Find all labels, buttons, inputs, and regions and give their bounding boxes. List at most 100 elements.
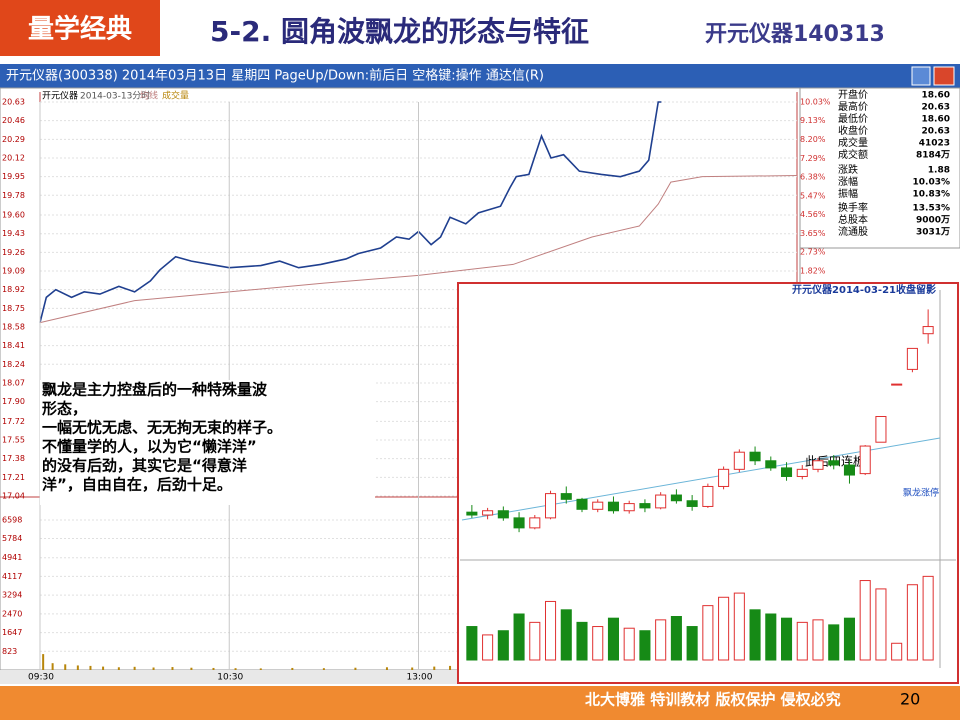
candle-body [482, 510, 494, 516]
volume-bar [354, 667, 357, 670]
y-tick-label: 823 [2, 647, 17, 656]
y2-tick-label: 10.03% [800, 98, 831, 107]
volume-bar [529, 621, 541, 661]
volume-bar [212, 667, 215, 670]
volume-bar [259, 668, 262, 670]
candle-body [859, 445, 871, 475]
candle-body [733, 451, 745, 470]
volume-bar [449, 665, 452, 670]
stat-label: 换手率 [838, 201, 868, 214]
candle-body [765, 460, 777, 469]
price-line [39, 175, 798, 324]
stat-label: 成交量 [838, 136, 868, 149]
candle-body [592, 501, 604, 510]
volume-bar [385, 667, 388, 670]
y-tick-label: 17.38 [2, 454, 25, 463]
volume-bar [812, 619, 824, 661]
volume-bar [51, 663, 54, 670]
stat-label: 涨幅 [838, 175, 858, 188]
stat-label: 最高价 [838, 100, 868, 113]
candle-body [718, 468, 730, 487]
volume-bar [117, 667, 120, 670]
time-bar [0, 670, 460, 684]
footer-text: 北大博雅 特训教材 版权保护 侵权必究 [585, 691, 841, 709]
candle-body [639, 503, 651, 509]
note-line: 不懂量学的人，以为它“懒洋洋” [42, 438, 257, 456]
y-tick-label: 17.72 [2, 417, 25, 426]
candle-body [922, 326, 934, 335]
candle-body [497, 510, 509, 519]
volume-bar [560, 609, 572, 661]
volume-bar [190, 667, 193, 670]
volume-bar [765, 613, 777, 661]
y-tick-label: 18.58 [2, 322, 25, 331]
stat-value: 18.60 [922, 91, 950, 101]
y-tick-label: 19.09 [2, 267, 25, 276]
stat-label: 成交额 [838, 148, 868, 161]
volume-bar [234, 668, 237, 670]
y-tick-label: 20.63 [2, 98, 25, 107]
candle-body [796, 468, 808, 477]
stat-value: 18.60 [922, 115, 950, 125]
y2-tick-label: 6.38% [800, 173, 826, 182]
slide-title-suffix: 开元仪器140313 [705, 22, 885, 47]
stat-label: 流通股 [838, 225, 868, 238]
legend-avg: 均线 [140, 90, 158, 102]
stat-value: 20.63 [922, 103, 950, 113]
y-tick-label: 20.12 [2, 153, 25, 162]
volume-bar [780, 617, 793, 661]
volume-bar [102, 666, 105, 670]
volume-bar [322, 668, 325, 670]
note-line: 形态， [42, 400, 87, 418]
stat-value: 3031万 [916, 227, 950, 238]
y-tick-label: 19.43 [2, 229, 25, 238]
y-tick-label: 17.55 [2, 436, 25, 445]
volume-bar [670, 616, 682, 661]
stat-value: 1.88 [928, 166, 950, 176]
y2-tick-label: 7.29% [800, 154, 826, 163]
candle-body [891, 383, 903, 386]
y2-tick-label: 8.20% [800, 135, 826, 144]
volume-bar [497, 630, 509, 661]
y-tick-label: 20.46 [2, 116, 25, 125]
volume-bar [433, 666, 436, 670]
volume-bar [796, 621, 808, 661]
window-title: 开元仪器(300338) 2014年03月13日 星期四 PageUp/Down… [6, 68, 544, 84]
note-line: 飘龙是主力控盘后的一种特殊量波 [42, 381, 268, 399]
volume-bar [607, 617, 620, 661]
volume-bar [576, 621, 588, 661]
stat-value: 41023 [919, 139, 950, 149]
volume-bar [828, 624, 840, 661]
legend-volume: 成交量 [162, 90, 189, 102]
y-tick-label: 18.07 [2, 378, 25, 387]
candle-body [576, 498, 588, 510]
y-tick-label: 17.04 [2, 492, 25, 501]
y-tick-label: 17.21 [2, 473, 25, 482]
volume-bar [749, 609, 761, 661]
volume-bar [133, 666, 136, 670]
candle-body [843, 464, 856, 476]
stat-label: 振幅 [838, 187, 858, 200]
notes: 飘龙是主力控盘后的一种特殊量波形态，一幅无忧无虑、无无拘无束的样子。不懂量学的人… [42, 381, 282, 494]
volume-bar [906, 584, 918, 661]
volume-bar [733, 592, 745, 661]
inset-title: 开元仪器2014-03-21收盘留影 [792, 283, 936, 296]
y-tick-label: 19.78 [2, 191, 25, 200]
volume-bar [513, 613, 525, 661]
volume-bar [171, 667, 174, 670]
maximize-button[interactable] [911, 66, 931, 86]
candle-body [560, 493, 572, 500]
volume-bar [843, 617, 856, 661]
candle-body [780, 467, 793, 477]
stat-label: 最低价 [838, 112, 868, 125]
volume-bar [718, 596, 730, 661]
close-button[interactable] [933, 66, 955, 86]
y-tick-label: 4117 [2, 572, 22, 581]
note-bg [40, 380, 375, 505]
y-tick-label: 6598 [2, 516, 22, 525]
volume-bar [482, 634, 494, 661]
volume-bar [64, 664, 67, 670]
note-line: 的没有后劲，其实它是“得意洋 [42, 457, 247, 475]
y2-tick-label: 2.73% [800, 248, 826, 257]
